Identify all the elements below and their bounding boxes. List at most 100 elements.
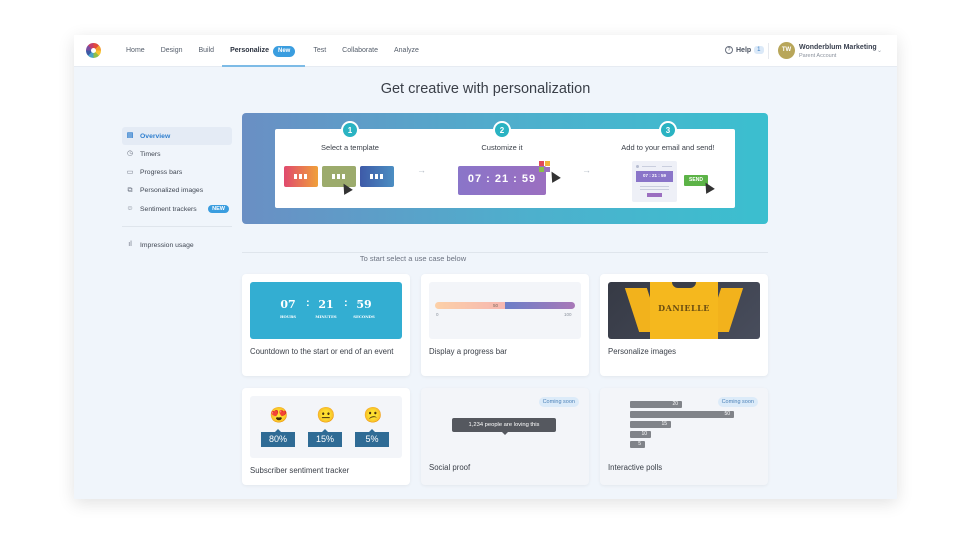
new-badge: NEW [208,205,229,214]
page-title: Get creative with personalization [380,81,591,97]
main-nav: Home Design Build Personalize New Test C… [118,35,427,67]
logo-icon[interactable] [86,43,101,58]
seconds-label: SECONDS [353,314,375,319]
steps-card: 1 Select a template → 2 Customize it 07 … [275,121,735,208]
countdown-preview: 07 : 21 : 59 HOURS MINUTES SECONDS [250,282,402,339]
sentiment-value: 80% [261,429,295,447]
sidebar-item-label: Impression usage [140,241,194,249]
countdown-hours: 07 [280,298,296,311]
step-label: Select a template [321,143,379,152]
section-divider-label: To start select a use case below [150,248,676,266]
step-number: 3 [659,121,677,139]
progress-min: 0 [436,312,439,317]
document-icon: ▤ [126,132,134,139]
avatar[interactable]: TW [778,42,795,59]
color-swatch-red [539,161,544,166]
template-thumbnail-2[interactable] [322,166,356,187]
card-label: Interactive polls [608,463,663,472]
nav-analyze-label: Analyze [393,47,419,54]
card-social-proof[interactable]: Coming soon 1,234 people are loving this… [421,388,589,485]
sidebar-item-sentiment-trackers[interactable]: ☺ Sentiment trackers NEW [122,200,232,218]
sentiment-preview: 😍 😐 😕 80% 15% 5% [250,396,402,458]
sidebar-divider [122,226,232,228]
card-progress-bar[interactable]: 50 0 100 Display a progress bar [421,274,589,376]
sidebar-item-label: Sentiment trackers [140,205,197,213]
sidebar-item-overview[interactable]: ▤ Overview [122,127,232,145]
sidebar-item-label: Personalized images [140,187,204,195]
how-it-works-banner: 1 Select a template → 2 Customize it 07 … [242,113,768,224]
card-label: Social proof [429,463,471,472]
app-window: Home Design Build Personalize New Test C… [74,35,897,499]
nav-home[interactable]: Home [118,35,153,67]
help-count-badge: 1 [754,46,764,54]
progress-value: 50 [493,303,499,308]
clock-icon: ◷ [126,150,134,158]
nav-collaborate[interactable]: Collaborate [334,35,386,67]
card-label: Personalize images [608,347,677,356]
card-countdown-timer[interactable]: 07 : 21 : 59 HOURS MINUTES SECONDS Count… [242,274,410,376]
email-preview: 07 : 21 : 59 [632,161,677,202]
chevron-down-icon[interactable]: ⌄ [877,48,883,54]
sidebar-item-timers[interactable]: ◷ Timers [122,145,232,163]
card-interactive-polls[interactable]: Coming soon 20 50 15 10 5 Interactive po… [600,388,768,485]
nav-collaborate-label: Collaborate [342,47,378,54]
card-label: Countdown to the start or end of an even… [250,347,394,356]
sentiment-value: 5% [355,429,389,447]
countdown-minutes: 21 [318,298,334,311]
nav-home-label: Home [126,47,145,54]
template-thumbnail-1[interactable] [284,166,318,187]
color-swatch-purple [545,167,550,172]
tshirt-image: DANIELLE [624,282,744,339]
colon: : [344,297,348,309]
poll-bar: 50 [630,411,734,418]
shirt-name-text: DANIELLE [658,303,710,313]
poll-bar: 10 [630,431,651,438]
nav-analyze[interactable]: Analyze [386,35,427,67]
colon: : [306,297,310,309]
coming-soon-badge: Coming soon [717,397,758,407]
hours-label: HOURS [279,314,297,319]
bar-chart-icon: ıl [128,241,132,249]
sidebar-item-label: Overview [140,132,171,140]
nav-build[interactable]: Build [190,35,222,67]
nav-test-label: Test [313,47,327,54]
arrow-right-icon: → [417,165,426,175]
sidebar-item-personalized-images[interactable]: ⧉ Personalized images [122,182,232,200]
nav-personalize-label: Personalize [230,47,269,54]
sidebar: ▤ Overview ◷ Timers ▭ Progress bars ⧉ Pe… [122,127,232,254]
sidebar-item-impression-usage[interactable]: ıl Impression usage [122,236,232,254]
account-name[interactable]: Wonderblum Marketing [799,44,877,51]
help-label: Help [736,46,752,54]
social-proof-tooltip: 1,234 people are loving this [452,418,556,432]
separator-text: To start select a use case below [351,254,475,263]
timer-preview: 07 : 21 : 59 [458,166,546,195]
divider [768,43,769,59]
heart-eyes-emoji-icon: 😍 [269,407,289,424]
color-swatch-green [539,167,544,172]
nav-design[interactable]: Design [153,35,191,67]
help-button[interactable]: ? Help 1 [725,46,764,54]
card-label: Display a progress bar [429,347,508,356]
template-thumbnail-3[interactable] [360,166,394,187]
step-number: 2 [493,121,511,139]
card-sentiment-tracker[interactable]: 😍 😐 😕 80% 15% 5% Subscriber sentiment tr… [242,388,410,485]
progress-bar-icon: ▭ [126,168,134,176]
sidebar-item-progress-bars[interactable]: ▭ Progress bars [122,164,232,182]
send-button: SEND [684,175,708,186]
confused-face-emoji-icon: 😕 [363,407,383,424]
card-personalize-images[interactable]: DANIELLE Personalize images [600,274,768,376]
countdown-seconds: 59 [356,298,372,311]
step-label: Add to your email and send! [621,143,715,152]
smiley-icon: ☺ [126,205,134,213]
tshirt-preview: DANIELLE [608,282,760,339]
arrow-right-icon: → [582,165,591,175]
progress-max: 100 [564,312,572,317]
color-swatch-yellow [545,161,550,166]
nav-personalize[interactable]: Personalize New [222,35,306,67]
section-divider [242,252,768,253]
neutral-face-emoji-icon: 😐 [316,407,336,424]
nav-test[interactable]: Test [305,35,334,67]
top-navigation-bar: Home Design Build Personalize New Test C… [74,35,897,67]
poll-bar: 5 [630,441,645,448]
tooltip-pointer [502,432,508,435]
